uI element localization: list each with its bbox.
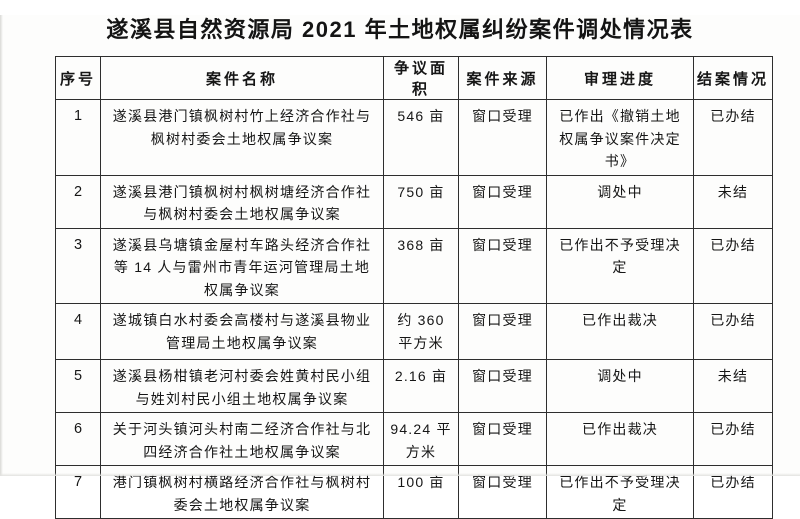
cell-case-name: 遂溪县乌塘镇金屋村车路头经济合作社等 14 人与雷州市青年运河管理局土地权属争议… [100,227,384,304]
cell-progress: 调处中 [546,359,694,413]
table-row: 4 遂城镇白水村委会高楼村与遂溪县物业管理局土地权属争议案 约 360 平方米 … [55,303,773,360]
cell-no: 1 [55,99,101,176]
cell-closure-status: 已办结 [693,303,773,360]
table-header-row: 序号 案件名称 争议面积 案件来源 审理进度 结案情况 [55,56,773,100]
table-row: 6 关于河头镇河头村南二经济合作社与北四经济合作社土地权属争议案 94.24 平… [55,412,773,466]
cell-disputed-area: 368 亩 [383,227,459,304]
header-case-name: 案件名称 [100,56,384,100]
header-progress: 审理进度 [546,56,694,100]
table-row: 2 遂溪县港门镇枫树村枫树塘经济合作社与枫树村委会土地权属争议案 750 亩 窗… [55,174,773,229]
cell-no: 2 [55,174,101,229]
cell-disputed-area: 546 亩 [383,99,459,176]
cell-closure-status: 已办结 [693,99,773,176]
table-row: 5 遂溪县杨柑镇老河村委会姓黄村民小组与姓刘村民小组土地权属争议案 2.16 亩… [55,359,773,413]
cell-progress: 已作出裁决 [546,303,694,360]
cell-case-source: 窗口受理 [458,99,547,176]
case-table: 序号 案件名称 争议面积 案件来源 审理进度 结案情况 1 遂溪县港门镇枫树村竹… [55,56,773,519]
cell-case-name: 关于河头镇河头村南二经济合作社与北四经济合作社土地权属争议案 [100,412,384,466]
cell-no: 3 [55,227,101,304]
cell-case-name: 遂溪县杨柑镇老河村委会姓黄村民小组与姓刘村民小组土地权属争议案 [100,359,384,413]
table-row: 3 遂溪县乌塘镇金屋村车路头经济合作社等 14 人与雷州市青年运河管理局土地权属… [55,227,773,304]
header-disputed-area: 争议面积 [383,56,459,100]
cell-progress: 已作出裁决 [546,412,694,466]
cell-case-source: 窗口受理 [458,412,547,466]
cell-closure-status: 未结 [693,359,773,413]
scan-edge-artifact-left [0,15,3,476]
cell-disputed-area: 94.24 平方米 [383,412,459,466]
cell-progress: 已作出不予受理决定 [546,227,694,304]
cell-case-source: 窗口受理 [458,174,547,229]
cell-case-name: 遂溪县港门镇枫树村竹上经济合作社与枫树村委会土地权属争议案 [100,99,384,176]
cell-case-source: 窗口受理 [458,227,547,304]
cell-disputed-area: 约 360 平方米 [383,303,459,360]
cell-closure-status: 已办结 [693,227,773,304]
cell-no: 6 [55,412,101,466]
scan-edge-artifact-bottom [0,473,800,476]
cell-case-source: 窗口受理 [458,303,547,360]
cell-closure-status: 已办结 [693,412,773,466]
cell-no: 4 [55,303,101,360]
table-row: 1 遂溪县港门镇枫树村竹上经济合作社与枫树村委会土地权属争议案 546 亩 窗口… [55,99,773,176]
header-no: 序号 [55,56,101,100]
header-closure-status: 结案情况 [693,56,773,100]
cell-case-source: 窗口受理 [458,359,547,413]
cell-disputed-area: 750 亩 [383,174,459,229]
cell-progress: 调处中 [546,174,694,229]
cell-no: 5 [55,359,101,413]
cell-case-name: 遂溪县港门镇枫树村枫树塘经济合作社与枫树村委会土地权属争议案 [100,174,384,229]
cell-progress: 已作出《撤销土地权属争议案件决定书》 [546,99,694,176]
cell-disputed-area: 2.16 亩 [383,359,459,413]
page-title: 遂溪县自然资源局 2021 年土地权属纠纷案件调处情况表 [106,17,694,42]
cell-closure-status: 未结 [693,174,773,229]
header-case-source: 案件来源 [458,56,547,100]
cell-case-name: 遂城镇白水村委会高楼村与遂溪县物业管理局土地权属争议案 [100,303,384,360]
